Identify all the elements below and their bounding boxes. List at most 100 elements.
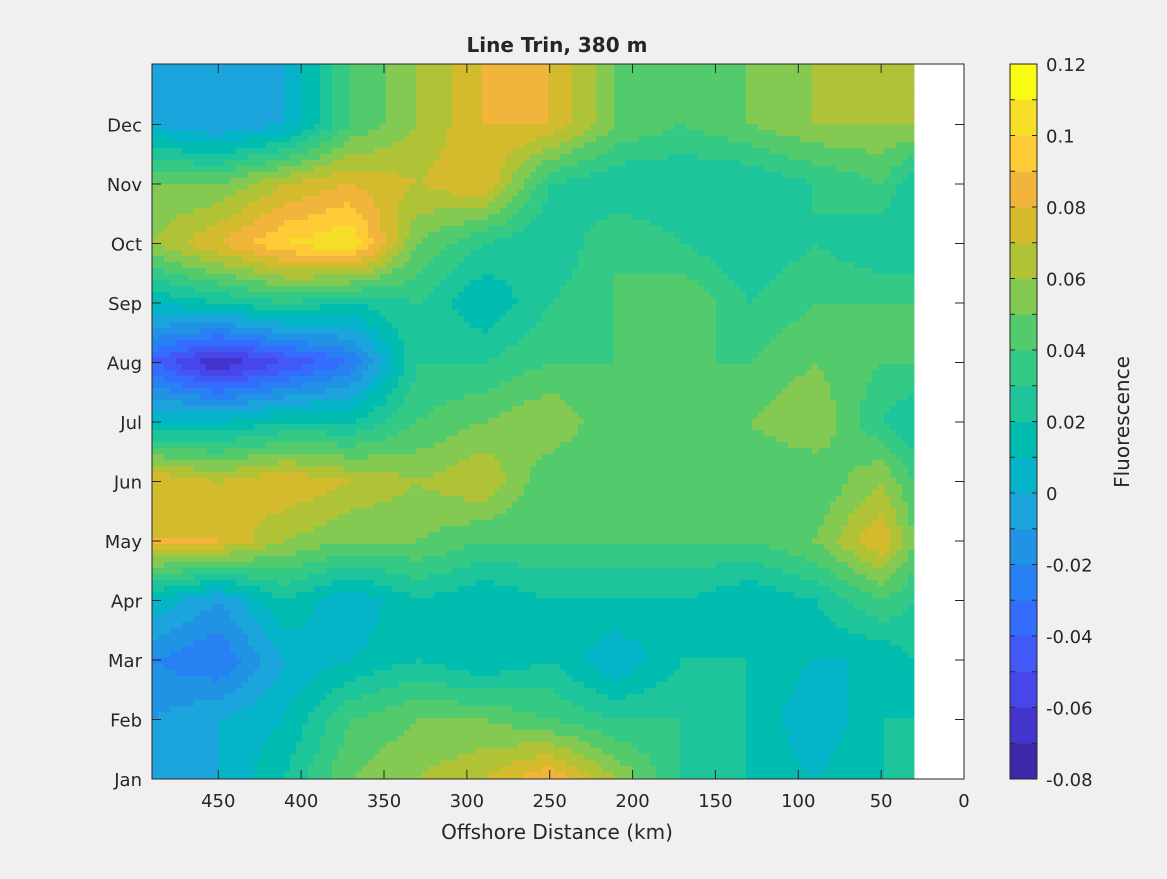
contour-cell bbox=[662, 106, 669, 113]
contour-cell bbox=[860, 82, 867, 89]
contour-cell bbox=[566, 160, 573, 167]
contour-cell bbox=[422, 214, 429, 221]
contour-cell bbox=[332, 94, 339, 101]
contour-cell bbox=[740, 238, 747, 245]
contour-cell bbox=[530, 88, 537, 95]
contour-cell bbox=[560, 106, 567, 113]
contour-cell bbox=[374, 286, 381, 293]
contour-cell bbox=[218, 184, 225, 191]
contour-cell bbox=[458, 280, 465, 287]
contour-cell bbox=[302, 256, 309, 263]
contour-cell bbox=[398, 124, 405, 131]
contour-cell bbox=[890, 244, 897, 251]
contour-cell bbox=[710, 88, 717, 95]
contour-cell bbox=[518, 202, 525, 209]
contour-cell bbox=[590, 88, 597, 95]
contour-cell bbox=[830, 106, 837, 113]
contour-cell bbox=[764, 70, 771, 77]
contour-cell bbox=[560, 88, 567, 95]
contour-cell bbox=[308, 220, 315, 227]
contour-cell bbox=[170, 82, 177, 89]
contour-cell bbox=[644, 268, 651, 275]
contour-cell bbox=[884, 256, 891, 263]
contour-cell bbox=[410, 238, 417, 245]
contour-cell bbox=[476, 118, 483, 125]
contour-cell bbox=[746, 208, 753, 215]
contour-cell bbox=[380, 226, 387, 233]
contour-cell bbox=[776, 178, 783, 185]
contour-cell bbox=[248, 244, 255, 251]
contour-cell bbox=[218, 262, 225, 269]
contour-cell bbox=[866, 220, 873, 227]
contour-cell bbox=[872, 250, 879, 257]
contour-cell bbox=[488, 256, 495, 263]
contour-cell bbox=[596, 148, 603, 155]
contour-cell bbox=[908, 250, 914, 257]
contour-cell bbox=[758, 64, 765, 71]
contour-cell bbox=[704, 124, 711, 131]
contour-cell bbox=[182, 190, 189, 197]
contour-cell bbox=[674, 160, 681, 167]
contour-cell bbox=[686, 88, 693, 95]
contour-cell bbox=[236, 70, 243, 77]
contour-cell bbox=[890, 214, 897, 221]
contour-cell bbox=[704, 142, 711, 149]
contour-cell bbox=[356, 136, 363, 143]
contour-cell bbox=[404, 88, 411, 95]
contour-cell bbox=[314, 178, 321, 185]
contour-cell bbox=[290, 232, 297, 239]
contour-cell bbox=[524, 154, 531, 161]
contour-cell bbox=[266, 160, 273, 167]
contour-cell bbox=[488, 172, 495, 179]
contour-cell bbox=[206, 148, 213, 155]
contour-cell bbox=[782, 70, 789, 77]
contour-cell bbox=[644, 286, 651, 293]
contour-cell bbox=[440, 82, 447, 89]
contour-cell bbox=[386, 172, 393, 179]
contour-cell bbox=[890, 256, 897, 263]
contour-cell bbox=[656, 142, 663, 149]
contour-cell bbox=[242, 262, 249, 269]
contour-cell bbox=[848, 286, 855, 293]
contour-cell bbox=[764, 220, 771, 227]
contour-cell bbox=[392, 268, 399, 275]
contour-cell bbox=[596, 118, 603, 125]
contour-cell bbox=[290, 118, 297, 125]
contour-cell bbox=[428, 262, 435, 269]
contour-cell bbox=[734, 100, 741, 107]
contour-cell bbox=[458, 262, 465, 269]
contour-cell bbox=[194, 214, 201, 221]
contour-cell bbox=[404, 64, 411, 71]
contour-cell bbox=[668, 292, 675, 299]
contour-cell bbox=[290, 88, 297, 95]
contour-cell bbox=[296, 124, 303, 131]
contour-cell bbox=[746, 262, 753, 269]
contour-cell bbox=[776, 130, 783, 137]
contour-cell bbox=[308, 274, 315, 281]
contour-cell bbox=[452, 190, 459, 197]
contour-cell bbox=[266, 148, 273, 155]
contour-cell bbox=[290, 214, 297, 221]
contour-cell bbox=[866, 64, 873, 71]
contour-cell bbox=[380, 64, 387, 71]
contour-cell bbox=[206, 226, 213, 233]
contour-cell bbox=[530, 220, 537, 227]
contour-cell bbox=[482, 100, 489, 107]
contour-cell bbox=[632, 262, 639, 269]
contour-cell bbox=[452, 100, 459, 107]
contour-cell bbox=[872, 274, 879, 281]
contour-cell bbox=[446, 166, 453, 173]
contour-cell bbox=[638, 118, 645, 125]
contour-cell bbox=[668, 244, 675, 251]
contour-cell bbox=[386, 184, 393, 191]
contour-cell bbox=[188, 76, 195, 83]
contour-cell bbox=[302, 100, 309, 107]
contour-cell bbox=[542, 190, 549, 197]
contour-cell bbox=[524, 148, 531, 155]
contour-cell bbox=[584, 172, 591, 179]
contour-cell bbox=[410, 112, 417, 119]
contour-cell bbox=[452, 184, 459, 191]
contour-cell bbox=[260, 244, 267, 251]
contour-cell bbox=[752, 286, 759, 293]
contour-cell bbox=[164, 64, 171, 71]
